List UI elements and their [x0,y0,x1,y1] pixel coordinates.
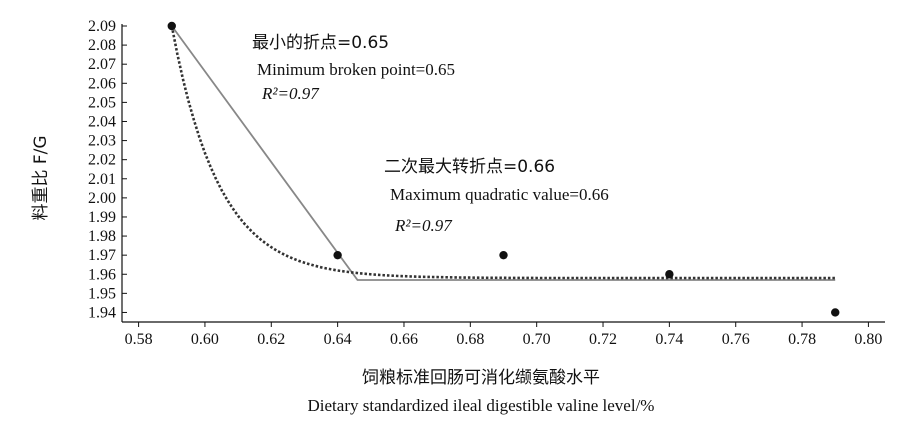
data-points [167,21,840,317]
y-axis-ticks: 1.94 1.95 1.96 1.97 1.98 1.99 2.00 2.01 2.02 2.03… [88,18,127,321]
x-axis-title-en: Dietary standardized ileal digestible va… [308,396,655,415]
y-tick-label: 1.96 [88,266,116,283]
data-point [333,250,342,260]
y-tick-label: 2.01 [88,171,116,188]
x-tick-label: 0.74 [655,331,683,348]
x-tick-label: 0.66 [390,331,418,348]
x-tick-label: 0.70 [523,331,551,348]
x-axis-ticks: 0.58 0.60 0.62 0.64 0.66 0.68 0.70 0.72 0.74 0.76… [125,322,882,348]
y-tick-label: 2.07 [88,56,116,73]
x-tick-label: 0.58 [125,331,153,348]
y-tick-label: 1.95 [88,285,116,302]
data-point [665,270,674,279]
quadratic-annotation-cn: 二次最大转折点=0.66 [384,157,555,177]
data-point [167,21,176,31]
broken-annotation-en: Minimum broken point=0.65 [257,60,455,79]
quadratic-annotation-r2: R²=0.97 [394,216,453,235]
data-point [499,250,508,260]
x-tick-label: 0.78 [788,331,816,348]
x-tick-label: 0.76 [722,331,750,348]
x-tick-label: 0.62 [257,331,285,348]
x-tick-label: 0.64 [324,331,352,348]
x-tick-label: 0.72 [589,331,617,348]
y-tick-label: 2.08 [88,37,116,54]
y-tick-label: 2.06 [88,75,116,92]
y-tick-label: 1.99 [88,209,116,226]
quadratic-curve-model [170,25,836,280]
x-tick-label: 0.68 [456,331,484,348]
y-tick-label: 2.03 [88,133,116,150]
x-tick-label: 0.60 [191,331,219,348]
broken-annotation-r2: R²=0.97 [261,84,320,103]
y-tick-label: 2.02 [88,152,116,169]
broken-annotation-cn: 最小的折点=0.65 [252,33,389,53]
data-point [831,308,840,317]
y-tick-label: 1.97 [88,247,116,264]
y-axis-title: 料重比 F/G [31,135,51,220]
quadratic-annotation-en: Maximum quadratic value=0.66 [390,185,609,204]
y-tick-label: 2.05 [88,94,116,111]
y-tick-label: 1.94 [88,304,116,321]
broken-line-model [171,25,836,281]
y-tick-label: 2.09 [88,18,116,35]
x-tick-label: 0.80 [854,331,882,348]
y-tick-label: 1.98 [88,228,116,245]
y-tick-label: 2.04 [88,113,116,130]
x-axis-title-cn: 饲粮标准回肠可消化缬氨酸水平 [362,368,600,388]
y-tick-label: 2.00 [88,190,116,207]
